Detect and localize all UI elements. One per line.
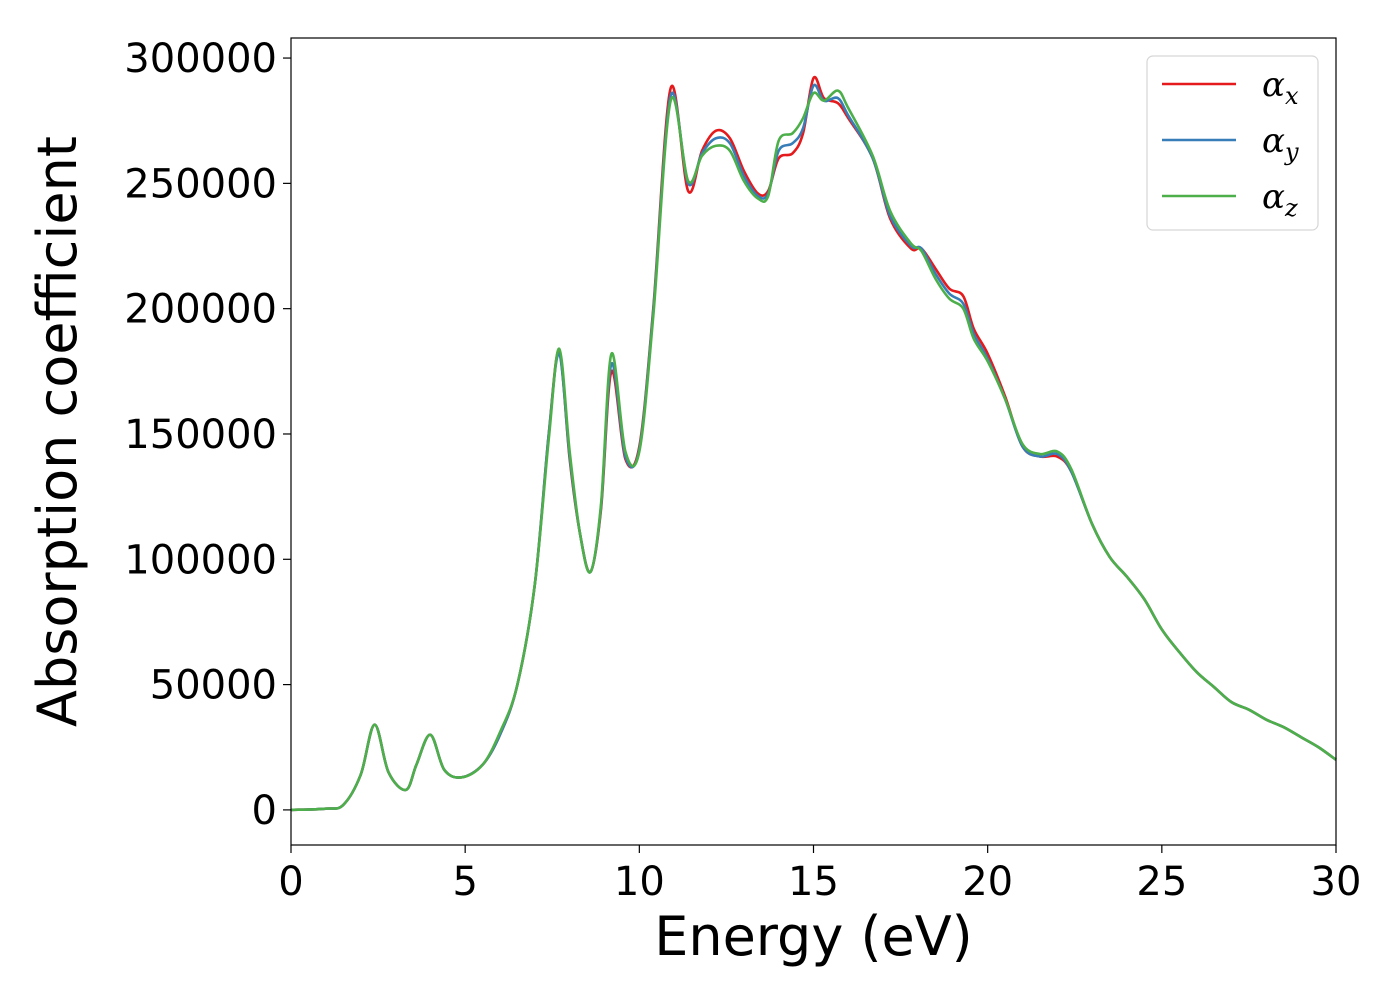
legend-entry: αy [1262,121,1299,166]
y-axis-label: Absorption coefficient [26,136,89,727]
series-line-3 [290,89,1337,812]
x-axis: 0 5 10 15 20 25 30 [278,845,1361,905]
y-tick-label: 100000 [124,537,277,583]
y-tick-label: 0 [252,788,277,834]
legend-entry: αx [1262,65,1299,110]
y-tick-label: 50000 [150,663,277,709]
x-tick-label: 20 [962,859,1013,905]
y-tick-label: 150000 [124,412,277,458]
x-tick-label: 0 [278,859,303,905]
y-tick-label: 200000 [124,287,277,333]
legend-entry: αz [1262,177,1298,222]
y-tick-label: 250000 [124,161,277,207]
y-tick-label: 300000 [124,36,277,82]
plot-lines [290,75,1337,812]
x-tick-label: 15 [788,859,839,905]
legend: αx αy αz [1146,55,1319,231]
x-tick-label: 10 [614,859,665,905]
x-axis-label: Energy (eV) [654,905,973,968]
x-tick-label: 25 [1136,859,1187,905]
x-tick-label: 30 [1311,859,1362,905]
x-tick-label: 5 [452,859,477,905]
legend-box [1146,55,1319,231]
y-axis: 0 50000 100000 150000 200000 250000 300000 [124,36,291,834]
